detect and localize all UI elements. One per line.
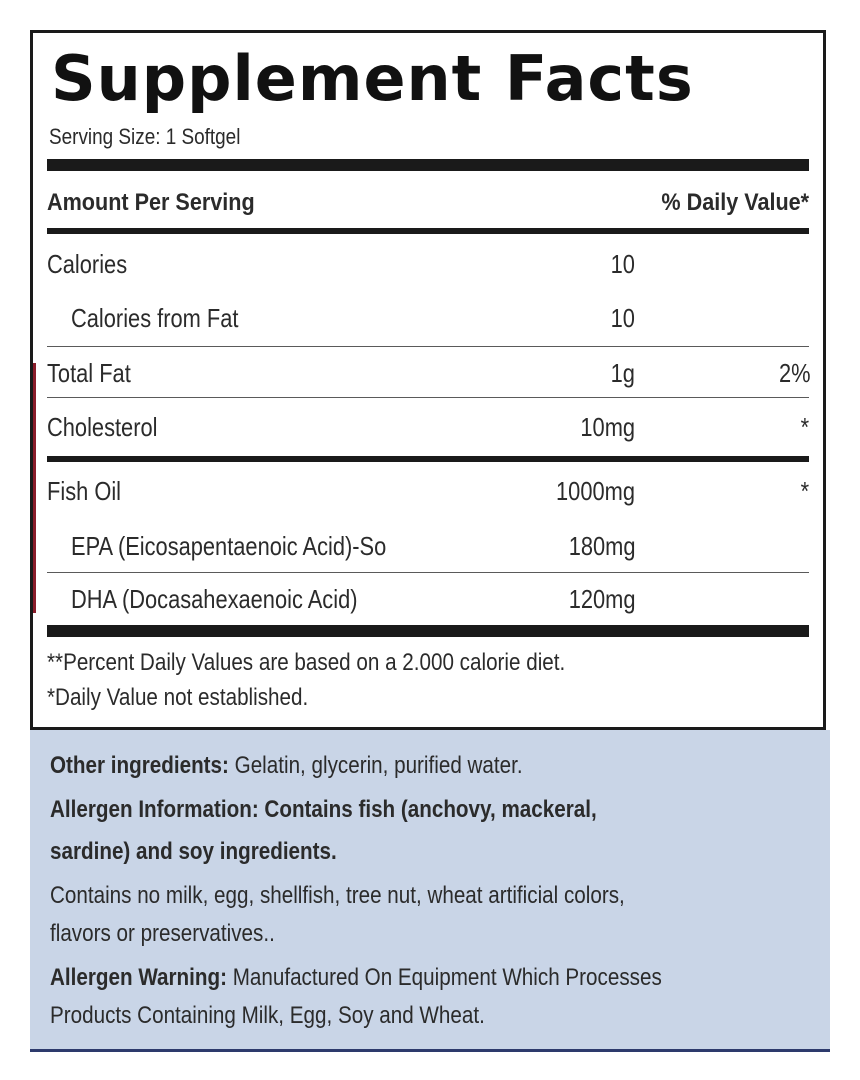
row-cholesterol-amount: 10mg xyxy=(580,412,635,442)
rule-thin-3 xyxy=(47,572,809,573)
row-calories-from-fat-name: Calories from Fat xyxy=(71,303,239,333)
footnote-daily-values: **Percent Daily Values are based on a 2.… xyxy=(47,649,566,676)
rule-thick-bottom xyxy=(47,625,809,637)
row-epa-name: EPA (Eicosapentaenoic Acid)-So xyxy=(71,531,387,561)
row-cholesterol-dv: * xyxy=(800,412,809,442)
footnote-not-established: *Daily Value not established. xyxy=(47,684,309,711)
rule-thin-2 xyxy=(47,397,809,398)
rule-thin-1 xyxy=(47,346,809,347)
row-fish-oil-amount: 1000mg xyxy=(556,476,635,506)
other-ingredients-text: Gelatin, glycerin, purified water. xyxy=(234,752,523,779)
row-total-fat-amount: 1g xyxy=(610,358,635,388)
contains-no-line-1: Contains no milk, egg, shellfish, tree n… xyxy=(50,882,625,909)
row-total-fat-dv: 2% xyxy=(779,358,811,388)
ingredients-panel: Other ingredients: Gelatin, glycerin, pu… xyxy=(30,730,830,1052)
supplement-facts-panel: Supplement Facts Serving Size: 1 Softgel… xyxy=(30,30,826,730)
row-calories-name: Calories xyxy=(47,249,128,279)
top-strip xyxy=(0,0,860,30)
allergen-warning-line-1: Allergen Warning: Manufactured On Equipm… xyxy=(50,962,790,994)
other-ingredients: Other ingredients: Gelatin, glycerin, pu… xyxy=(50,750,790,782)
other-ingredients-label: Other ingredients: xyxy=(50,752,229,779)
header-amount-per-serving: Amount Per Serving xyxy=(47,189,255,216)
contains-no-line-2: flavors or preservatives.. xyxy=(50,920,275,947)
rule-thick-top xyxy=(47,159,809,171)
rule-medium-middle xyxy=(47,456,809,462)
row-dha-amount: 120mg xyxy=(568,584,635,614)
row-total-fat-name: Total Fat xyxy=(47,358,131,388)
row-calories-amount: 10 xyxy=(610,249,635,279)
rule-medium-header xyxy=(47,228,809,234)
allergen-warning-label: Allergen Warning: xyxy=(50,964,227,991)
allergen-information-line-2: sardine) and soy ingredients. xyxy=(50,838,337,865)
row-fish-oil-name: Fish Oil xyxy=(47,476,122,506)
side-mark-decoration xyxy=(33,363,36,613)
allergen-warning-line-2: Products Containing Milk, Egg, Soy and W… xyxy=(50,1002,485,1029)
row-fish-oil-dv: * xyxy=(800,476,809,506)
row-dha-name: DHA (Docasahexaenoic Acid) xyxy=(71,584,358,614)
allergen-information-line-1: Allergen Information: Contains fish (anc… xyxy=(50,796,597,823)
row-epa-amount: 180mg xyxy=(568,531,635,561)
serving-size: Serving Size: 1 Softgel xyxy=(49,124,241,149)
row-calories-from-fat-amount: 10 xyxy=(610,303,635,333)
panel-title: Supplement Facts xyxy=(51,42,694,115)
header-daily-value: % Daily Value* xyxy=(661,189,809,216)
row-cholesterol-name: Cholesterol xyxy=(47,412,158,442)
allergen-warning-text-1: Manufactured On Equipment Which Processe… xyxy=(232,964,662,991)
